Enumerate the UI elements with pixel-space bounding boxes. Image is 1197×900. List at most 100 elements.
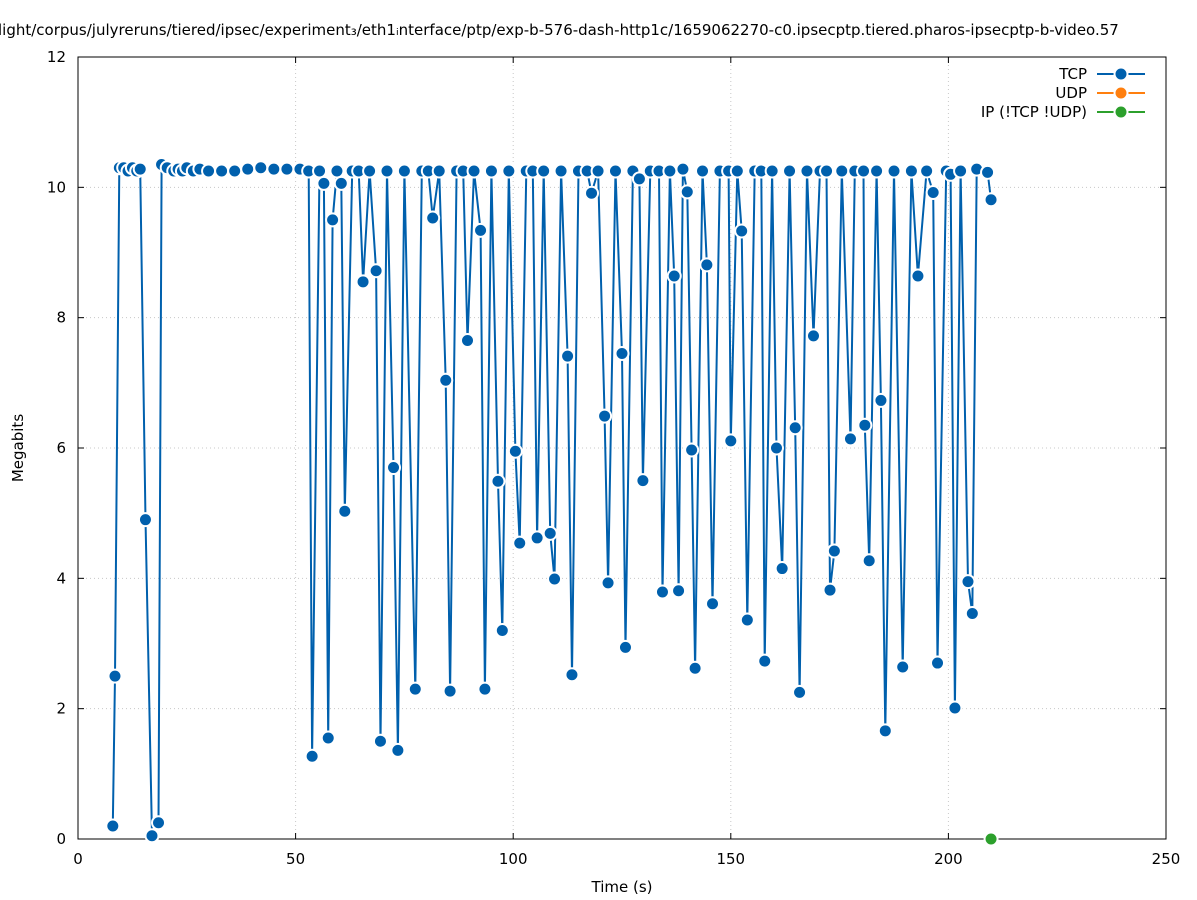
data-point	[316, 175, 332, 191]
data-point	[774, 561, 790, 577]
data-point	[442, 683, 458, 699]
data-point	[547, 571, 563, 587]
axes: 0 50 100 150 200 250 0 2 4 6 8 10 12	[47, 48, 1180, 868]
data-point	[607, 163, 623, 179]
y-tick-label: 0	[56, 830, 66, 848]
data-point	[960, 574, 976, 590]
data-point	[799, 163, 815, 179]
data-point	[553, 163, 569, 179]
data-point	[227, 163, 243, 179]
data-point	[151, 815, 167, 831]
data-point	[705, 596, 721, 612]
data-point	[560, 348, 576, 364]
data-point	[529, 530, 545, 546]
y-tick-label: 2	[56, 700, 66, 718]
data-point	[425, 210, 441, 226]
data-point	[337, 503, 353, 519]
x-tick-label: 0	[73, 850, 83, 868]
data-point	[536, 163, 552, 179]
series-0	[105, 157, 999, 844]
grid	[78, 57, 1166, 839]
data-point	[494, 622, 510, 638]
legend-label: UDP	[1055, 84, 1087, 102]
data-point	[671, 583, 687, 599]
data-point	[304, 748, 320, 764]
data-point	[614, 346, 630, 362]
data-point	[507, 443, 523, 459]
series-line	[111, 163, 992, 837]
data-point	[947, 700, 963, 716]
data-point	[597, 408, 613, 424]
data-point	[584, 185, 600, 201]
data-point	[105, 818, 121, 834]
data-point	[279, 161, 295, 177]
data-point	[925, 185, 941, 201]
series-layer	[105, 157, 999, 847]
data-point	[312, 163, 328, 179]
data-point	[980, 164, 996, 180]
data-point	[910, 268, 926, 284]
data-point	[787, 420, 803, 436]
data-point	[684, 442, 700, 458]
y-axis-label: Megabits	[9, 414, 27, 482]
x-tick-label: 200	[934, 850, 963, 868]
data-point	[792, 684, 808, 700]
data-point	[654, 584, 670, 600]
data-point	[477, 681, 493, 697]
data-point	[396, 163, 412, 179]
data-point	[132, 161, 148, 177]
data-point	[983, 192, 999, 208]
data-point	[266, 161, 282, 177]
data-point	[635, 473, 651, 489]
x-tick-label: 100	[499, 850, 528, 868]
data-point	[886, 163, 902, 179]
data-point	[919, 163, 935, 179]
data-point	[842, 431, 858, 447]
data-point	[983, 831, 999, 847]
data-point	[861, 553, 877, 569]
data-point	[390, 742, 406, 758]
data-point	[822, 582, 838, 598]
y-tick-label: 12	[47, 48, 66, 66]
data-point	[757, 653, 773, 669]
data-point	[764, 163, 780, 179]
data-point	[695, 163, 711, 179]
data-point	[662, 163, 678, 179]
data-point	[930, 655, 946, 671]
data-point	[460, 332, 476, 348]
data-point	[869, 163, 885, 179]
data-point	[466, 163, 482, 179]
data-point	[368, 263, 384, 279]
data-point	[729, 163, 745, 179]
data-point	[542, 525, 558, 541]
data-point	[473, 222, 489, 238]
legend-marker	[1113, 66, 1129, 82]
data-point	[739, 612, 755, 628]
data-point	[617, 639, 633, 655]
data-point	[512, 535, 528, 551]
x-tick-label: 150	[716, 850, 745, 868]
legend-label: TCP	[1058, 65, 1087, 83]
data-point	[107, 668, 123, 684]
data-point	[483, 163, 499, 179]
data-point	[379, 163, 395, 179]
data-point	[372, 733, 388, 749]
data-point	[240, 161, 256, 177]
y-tick-label: 10	[47, 178, 66, 196]
data-point	[333, 175, 349, 191]
data-point	[856, 163, 872, 179]
data-point	[201, 163, 217, 179]
data-point	[214, 163, 230, 179]
data-point	[768, 440, 784, 456]
data-point	[355, 274, 371, 290]
data-point	[666, 268, 682, 284]
data-point	[675, 161, 691, 177]
y-tick-label: 6	[56, 439, 66, 457]
series-2	[983, 831, 999, 847]
data-point	[826, 543, 842, 559]
data-point	[631, 171, 647, 187]
data-point	[564, 667, 580, 683]
legend-marker	[1113, 85, 1129, 101]
x-tick-label: 50	[286, 850, 305, 868]
